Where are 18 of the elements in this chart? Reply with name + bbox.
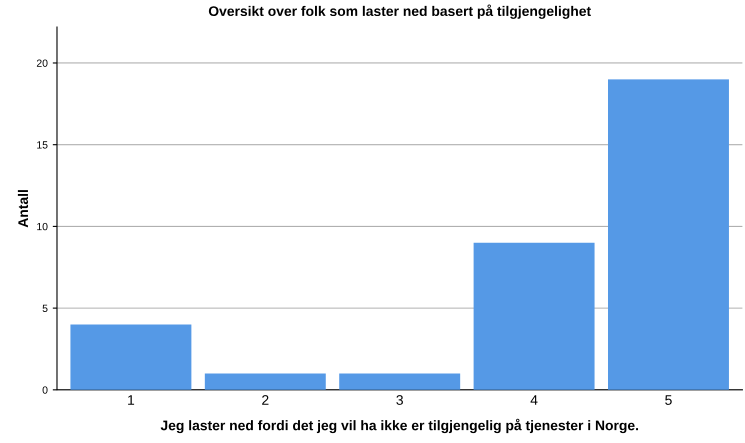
bar: [608, 79, 729, 390]
y-tick-label: 20: [36, 59, 48, 67]
chart-title: Oversikt over folk som laster ned basert på tilgjengelighet: [208, 4, 591, 19]
x-axis-title: Jeg laster ned fordi det jeg vil ha ikke er tilgjengelig på tjenester i Norge.: [160, 418, 638, 434]
y-tick-label: 5: [42, 304, 48, 312]
y-tick-label: 15: [37, 141, 48, 149]
bar: [204, 373, 326, 390]
y-tick-label: 10: [37, 222, 48, 230]
y-tick-label: 0: [42, 386, 48, 394]
x-tick-label: 5: [665, 395, 672, 405]
x-tick-label: 2: [262, 395, 268, 405]
bar: [70, 324, 192, 390]
x-tick-label: 3: [396, 395, 403, 405]
y-axis-title: Antall: [18, 190, 28, 228]
bar: [339, 373, 460, 390]
x-tick-label: 4: [530, 395, 538, 405]
x-tick-label: 1: [128, 395, 134, 405]
bar: [474, 242, 595, 390]
